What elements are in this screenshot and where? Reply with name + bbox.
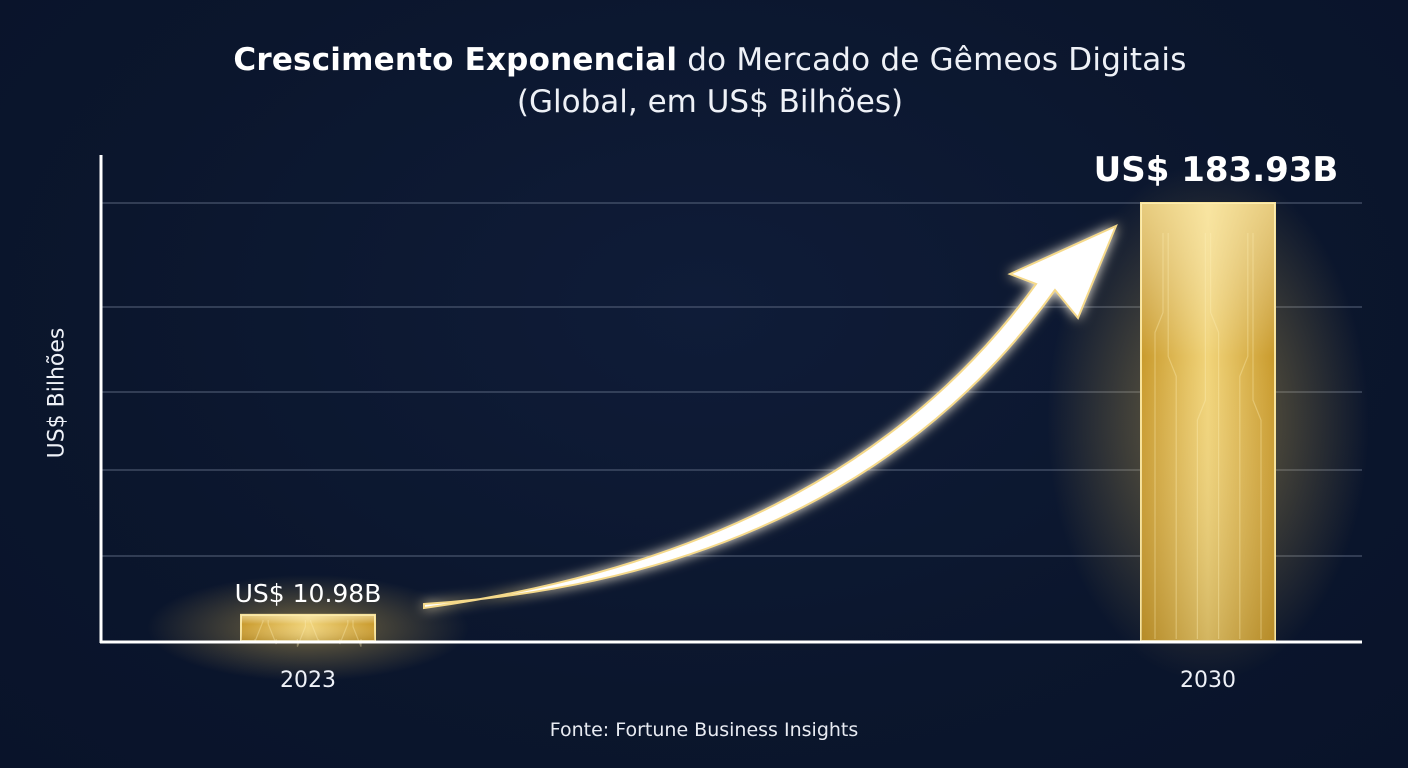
bar-circuit-line	[1196, 233, 1206, 639]
chart-title-bold: Crescimento Exponencial	[233, 42, 678, 78]
source-note: Fonte: Fortune Business Insights	[549, 719, 859, 741]
value-label-2030: US$ 183.93B	[1094, 150, 1339, 190]
bar-sheen-2030	[1141, 203, 1275, 641]
labels: US$ 10.98B 2023 US$ 183.93B 2030	[235, 150, 1339, 693]
chart-title-rest: do Mercado de Gêmeos Digitais	[687, 42, 1187, 78]
value-label-2023: US$ 10.98B	[235, 579, 382, 608]
bar-circuit-line	[1154, 233, 1164, 639]
bar-circuit-line	[1167, 233, 1177, 639]
axes	[99, 155, 1362, 644]
chart-title: Crescimento Exponencial do Mercado de Gê…	[0, 38, 1408, 82]
bars	[240, 202, 1276, 647]
bar-sheen-2023	[241, 614, 375, 641]
growth-arrow	[423, 224, 1118, 610]
bar-circuit-line	[254, 620, 264, 642]
bar-circuit-line	[1252, 233, 1262, 639]
bar-circuit-line	[1239, 233, 1249, 639]
growth-arrow-icon	[423, 224, 1118, 610]
bar-circuit-line	[310, 620, 320, 642]
chart-subtitle: (Global, em US$ Bilhões)	[516, 84, 904, 120]
x-tick-label-2030: 2030	[1180, 668, 1236, 693]
x-tick-label-2023: 2023	[280, 668, 336, 693]
bar-circuit-line	[1210, 233, 1220, 639]
